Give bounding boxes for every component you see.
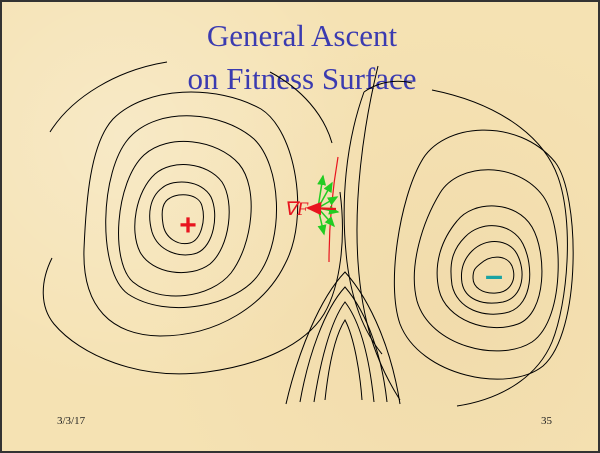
left-peak-contour-5 — [105, 115, 278, 309]
bottom-saddle-contour-1 — [324, 319, 363, 401]
minimum-marker: – — [485, 257, 503, 293]
right-valley-contour-2 — [461, 241, 523, 304]
left-peak-contour-3 — [134, 164, 230, 274]
slide-title-line-1: General Ascent — [206, 18, 398, 53]
slide-title-line-2: on Fitness Surface — [187, 61, 417, 96]
gradient-arrow — [305, 201, 337, 216]
bottom-saddle-contour-2 — [313, 301, 375, 403]
gradient-label: ∇F — [284, 199, 309, 220]
slide-date: 3/3/17 — [57, 415, 86, 427]
left-peak-contour-4 — [118, 141, 252, 297]
maximum-marker: + — [179, 209, 197, 242]
left-peak-contour-1 — [161, 194, 204, 245]
right-valley-contour-4 — [436, 205, 543, 328]
right-outer-contour — [343, 80, 568, 407]
bottom-saddle-contour-4 — [285, 271, 401, 405]
right-valley-contour-3 — [450, 225, 531, 315]
slide-page-number: 35 — [541, 415, 552, 427]
right-valley-contour-1 — [472, 256, 515, 294]
right-valley-contour-5 — [413, 169, 559, 352]
left-peak-contour-6 — [83, 91, 299, 337]
left-peak-contour-2 — [149, 181, 216, 256]
right-valley-contour-6 — [393, 129, 574, 380]
bottom-saddle-contour-3 — [299, 286, 388, 403]
